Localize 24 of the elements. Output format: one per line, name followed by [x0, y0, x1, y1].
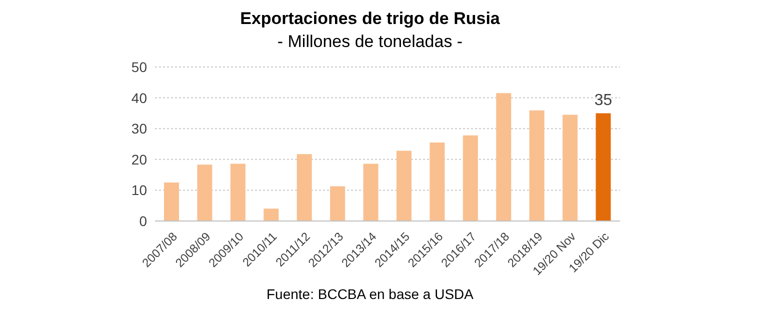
- y-tick-label: 0: [139, 212, 148, 229]
- bar: [164, 182, 179, 221]
- bar: [296, 154, 312, 221]
- y-tick-label: 10: [131, 182, 148, 198]
- bar: [430, 142, 445, 221]
- bar: [264, 208, 279, 221]
- bar: [496, 93, 512, 221]
- chart-title: Exportaciones de trigo de Rusia: [239, 8, 501, 30]
- bar: [396, 150, 412, 221]
- data-label: 35: [594, 92, 612, 110]
- bar: [197, 164, 212, 221]
- bar: [529, 110, 544, 221]
- source-note: Fuente: BCCBA en base a USDA: [266, 286, 474, 302]
- bar: [330, 186, 346, 221]
- y-tick-label: 30: [131, 120, 148, 137]
- bar: [562, 114, 578, 221]
- bar: [596, 113, 611, 221]
- y-tick-label: 40: [131, 90, 148, 106]
- y-tick-label: 50: [131, 58, 148, 75]
- chart-subtitle: - Millones de toneladas -: [276, 31, 464, 53]
- bar: [363, 164, 378, 221]
- bar: [462, 135, 478, 221]
- bar: [230, 164, 246, 221]
- y-tick-label: 20: [131, 151, 148, 168]
